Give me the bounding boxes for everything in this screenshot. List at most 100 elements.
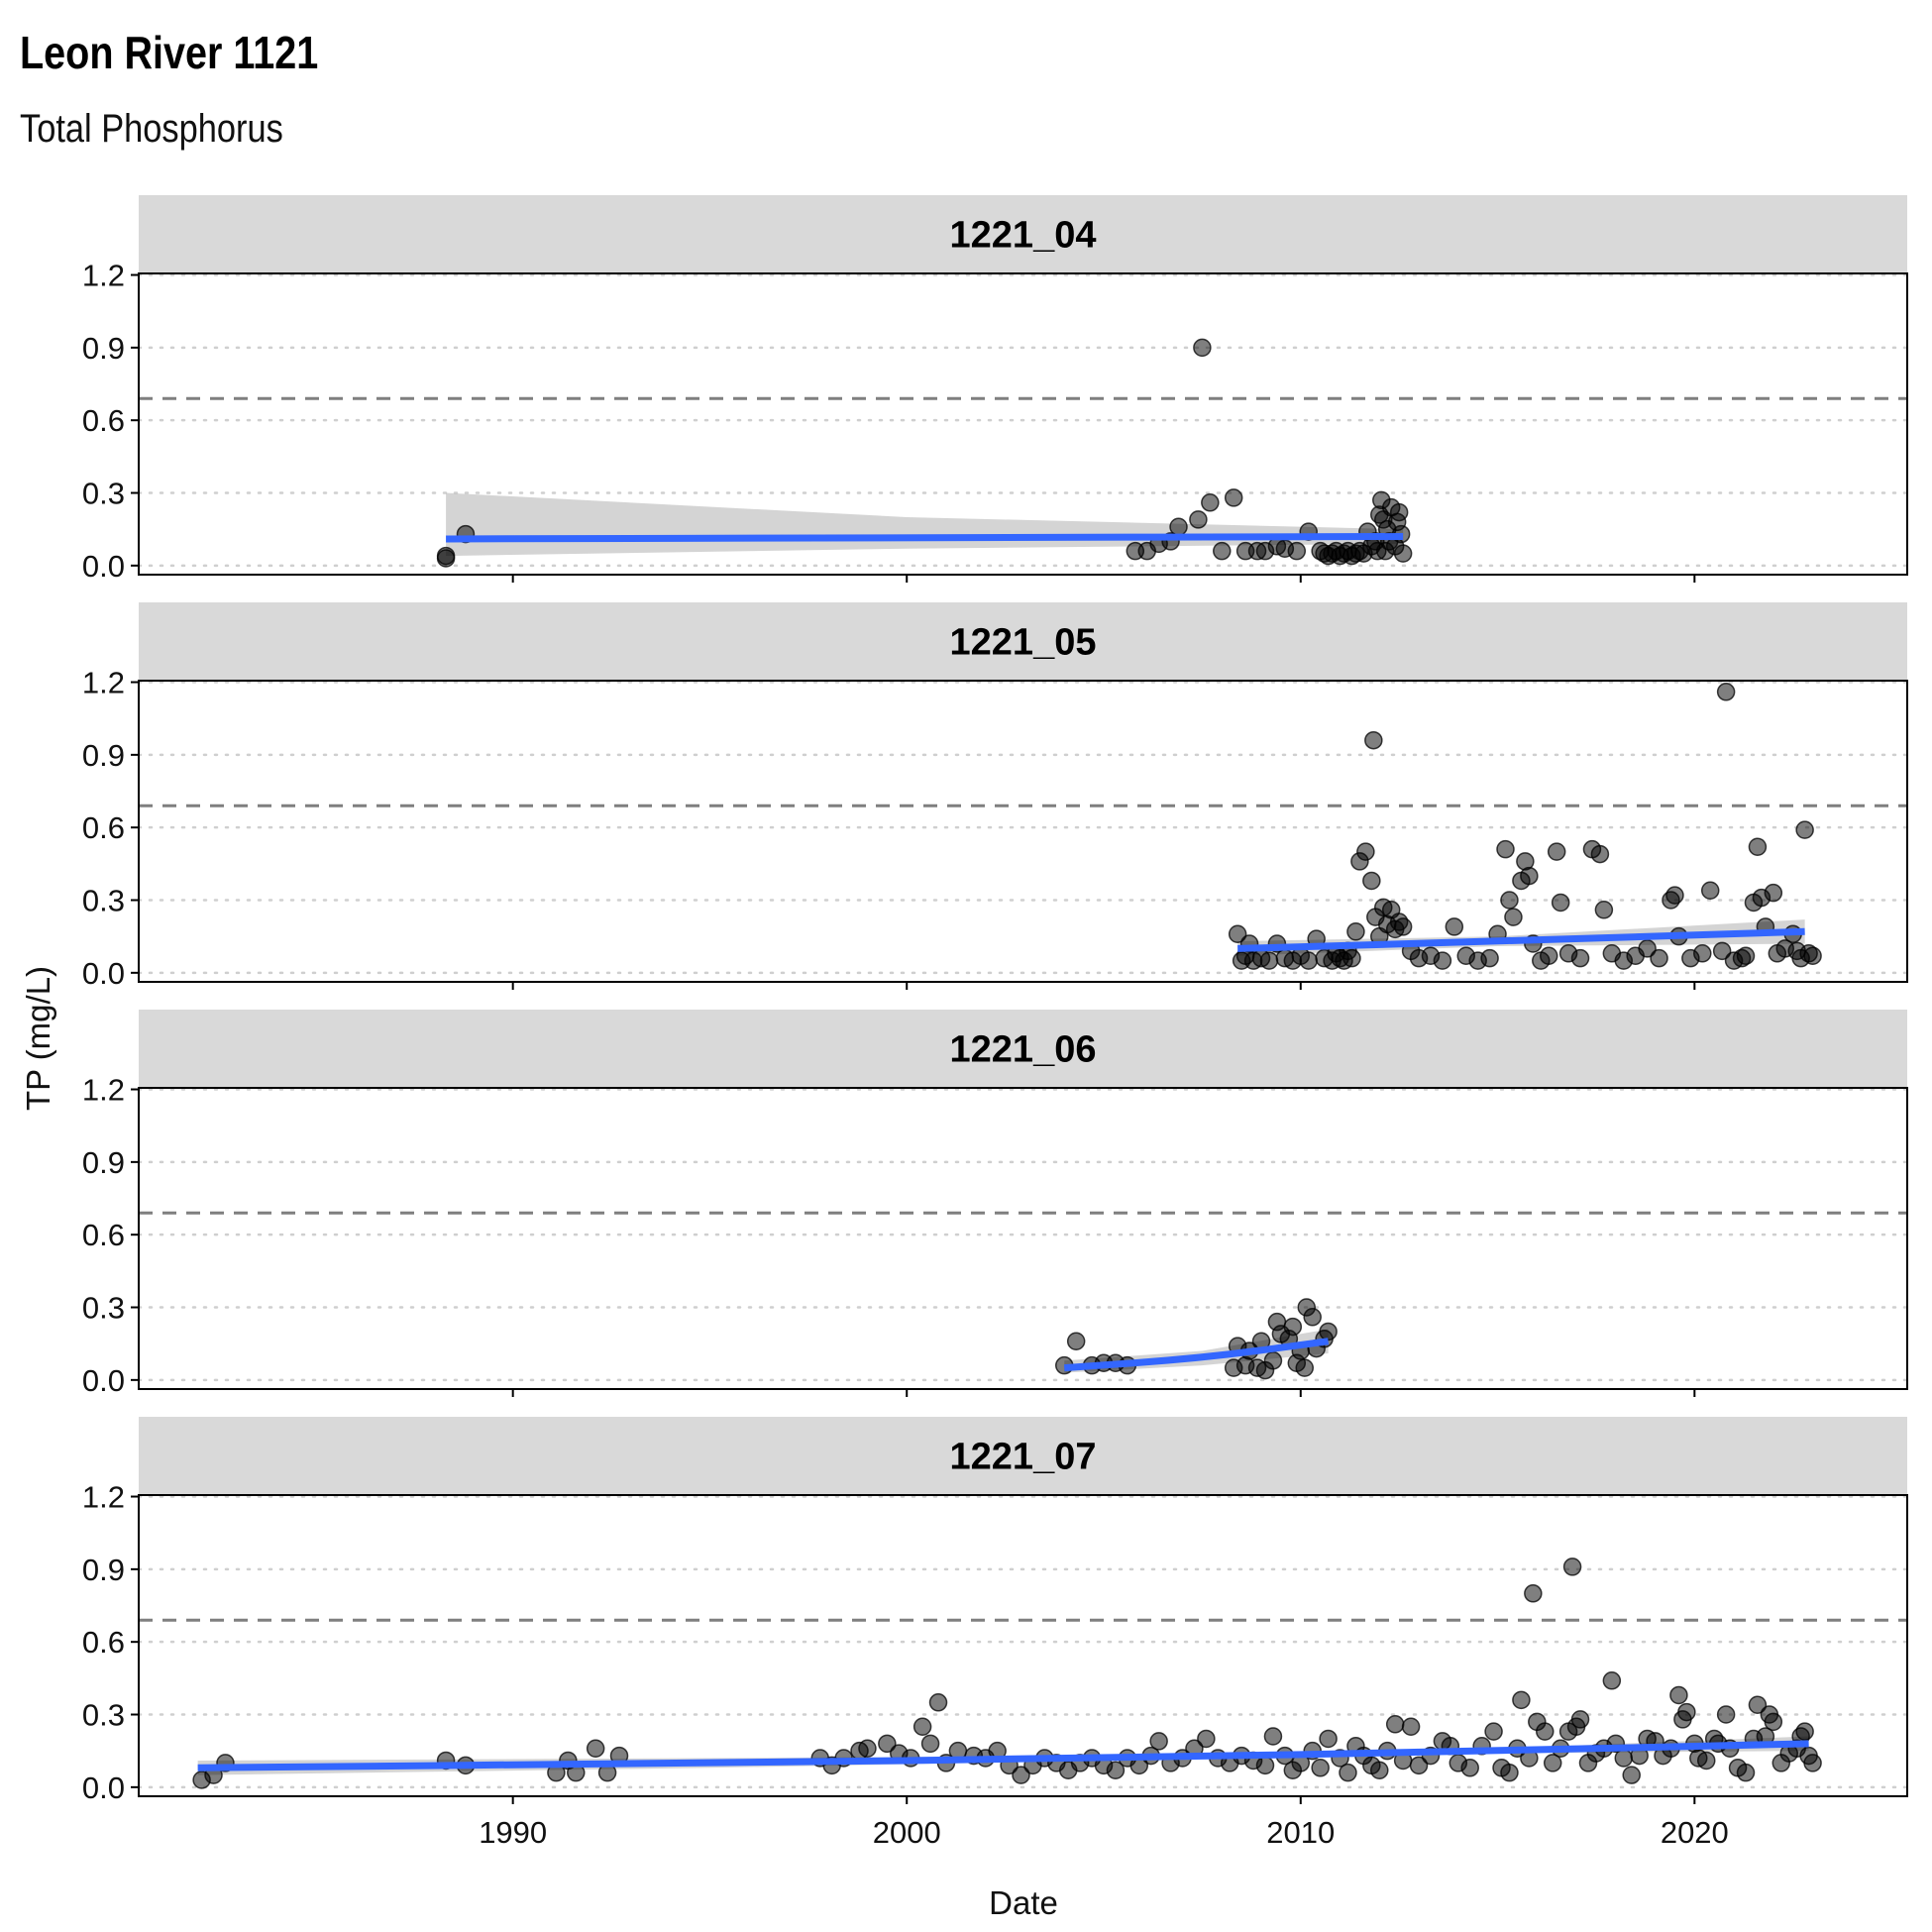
data-point xyxy=(1764,1712,1783,1732)
data-point xyxy=(1693,944,1712,963)
data-point xyxy=(1795,1722,1814,1741)
chart-subtitle: Total Phosphorus xyxy=(20,107,283,151)
data-point xyxy=(1590,844,1610,864)
data-point xyxy=(1303,1308,1322,1327)
data-point xyxy=(928,1693,948,1712)
data-point xyxy=(1543,1754,1562,1772)
data-point xyxy=(1012,1766,1030,1784)
y-tick-label: 0.9 xyxy=(82,1553,125,1587)
data-point xyxy=(1736,1763,1756,1782)
facet-strip xyxy=(139,1010,1907,1088)
x-axis-label: Date xyxy=(989,1884,1058,1921)
data-point xyxy=(1460,1759,1479,1777)
y-tick-label: 0.6 xyxy=(82,1625,125,1660)
data-point xyxy=(1287,541,1307,561)
y-tick-label: 0.9 xyxy=(82,738,125,773)
y-tick-label: 0.0 xyxy=(82,549,125,584)
data-point xyxy=(1370,1761,1389,1779)
chart-title: Leon River 1121 xyxy=(20,27,319,78)
y-tick-label: 0.3 xyxy=(82,884,125,918)
data-point xyxy=(858,1739,877,1758)
facet-strip xyxy=(139,195,1907,273)
data-point xyxy=(1614,1749,1634,1768)
facet-strip xyxy=(139,602,1907,681)
y-tick-label: 1.2 xyxy=(82,1073,125,1108)
data-point xyxy=(1496,839,1515,859)
data-point xyxy=(1536,1722,1555,1741)
data-point xyxy=(1299,951,1318,970)
data-point xyxy=(1319,1322,1338,1342)
data-point xyxy=(1524,1584,1543,1603)
data-point xyxy=(1342,948,1361,968)
panel-border xyxy=(138,272,1908,576)
y-tick-label: 1.2 xyxy=(82,259,125,293)
data-point xyxy=(1669,1685,1688,1705)
data-point xyxy=(1389,502,1409,522)
data-point xyxy=(912,1717,932,1736)
data-point xyxy=(1716,1705,1736,1724)
y-tick-label: 1.2 xyxy=(82,666,125,700)
facet-strip xyxy=(139,1417,1907,1495)
data-point xyxy=(1409,1756,1429,1775)
data-point xyxy=(1169,517,1188,536)
data-point xyxy=(1803,1754,1822,1772)
data-point xyxy=(1259,951,1279,970)
data-point xyxy=(1650,948,1668,968)
data-point xyxy=(1512,1690,1531,1710)
y-tick-label: 0.6 xyxy=(82,1218,125,1252)
data-point xyxy=(1224,488,1243,507)
data-point xyxy=(1712,941,1732,961)
data-point xyxy=(1803,946,1822,965)
data-point xyxy=(1193,338,1212,358)
trend-line xyxy=(1237,927,1805,952)
data-point xyxy=(920,1734,940,1754)
x-tick-label: 1990 xyxy=(479,1815,547,1850)
y-tick-label: 0.0 xyxy=(82,1363,125,1398)
facet-strip-label: 1221_07 xyxy=(950,1437,1097,1478)
trend-line xyxy=(197,1740,1810,1771)
data-point xyxy=(1677,1702,1696,1722)
data-point xyxy=(1539,946,1558,965)
data-point xyxy=(1500,1763,1519,1782)
data-point xyxy=(1393,544,1413,563)
panel-border xyxy=(138,1087,1908,1390)
panel-border xyxy=(138,1494,1908,1797)
x-tick-label: 2010 xyxy=(1266,1815,1335,1850)
data-point xyxy=(1393,917,1413,936)
facet-strip-label: 1221_04 xyxy=(950,215,1097,257)
data-point xyxy=(1500,891,1519,910)
data-point xyxy=(1736,946,1756,965)
data-point xyxy=(1263,1727,1283,1746)
data-point xyxy=(1263,1351,1283,1370)
data-point xyxy=(1480,948,1499,968)
data-point xyxy=(1696,1751,1716,1771)
data-point xyxy=(1716,683,1736,701)
facet-strip-label: 1221_06 xyxy=(950,1029,1097,1071)
x-tick-label: 2000 xyxy=(873,1815,941,1850)
data-point xyxy=(1255,1756,1275,1775)
data-point xyxy=(436,546,456,566)
y-axis-label: TP (mg/L) xyxy=(20,966,56,1111)
y-tick-label: 0.0 xyxy=(82,1771,125,1805)
data-point xyxy=(1551,893,1570,912)
trend-line xyxy=(1063,1338,1330,1372)
data-point xyxy=(878,1734,897,1754)
data-point xyxy=(1066,1332,1086,1350)
data-point xyxy=(1213,541,1232,561)
data-point xyxy=(1504,908,1523,926)
x-tick-label: 2020 xyxy=(1661,1815,1729,1850)
data-point xyxy=(1700,881,1720,900)
data-point xyxy=(1319,1729,1338,1749)
data-point xyxy=(1562,1557,1582,1576)
data-point xyxy=(1602,1671,1622,1690)
y-tick-label: 1.2 xyxy=(82,1480,125,1515)
y-tick-label: 0.3 xyxy=(82,477,125,511)
data-point xyxy=(1665,886,1684,905)
y-tick-label: 0.9 xyxy=(82,1145,125,1180)
data-point xyxy=(1520,866,1539,886)
data-point xyxy=(1445,917,1464,936)
y-tick-label: 0.3 xyxy=(82,1698,125,1733)
data-point xyxy=(1385,1715,1405,1734)
y-tick-label: 0.3 xyxy=(82,1291,125,1326)
data-point xyxy=(1339,1763,1357,1782)
